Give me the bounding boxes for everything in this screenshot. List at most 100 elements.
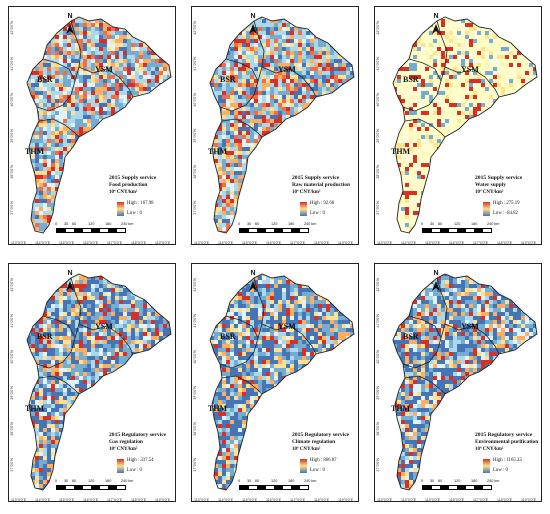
- subregion-boundary: [436, 277, 500, 355]
- latitude-label: 39°0'0"N: [10, 386, 14, 400]
- legend-high-prefix: High :: [493, 458, 507, 463]
- latitude-label: 38°0'0"N: [10, 165, 14, 179]
- longitude-label: 117°0'0"E: [107, 498, 123, 502]
- subregion-boundary: [436, 20, 500, 98]
- legend-low-value: 0: [139, 211, 142, 216]
- subregion-boundary: [70, 20, 134, 98]
- color-ramp: [483, 459, 490, 473]
- subregion-boundary: [404, 375, 446, 395]
- color-ramp: [483, 202, 490, 216]
- map-frame: N BSR YSM THM 42°0'0"N 41°0'0"N 40°0'0"N 39°0'0…: [191, 263, 359, 502]
- latitude-label: 37°0'0"N: [10, 458, 14, 472]
- legend-low-prefix: Low :: [127, 211, 140, 216]
- latitude-label: 41°0'0"N: [193, 57, 197, 71]
- region-label-bsr: BSR: [37, 332, 53, 341]
- longitude-label: 119°0'0"E: [521, 241, 537, 245]
- latitude-label: 37°0'0"N: [193, 458, 197, 472]
- region-label-bsr: BSR: [220, 332, 236, 341]
- longitude-label: 115°0'0"E: [425, 498, 441, 502]
- latitude-label: 40°0'0"N: [10, 93, 14, 107]
- scale-tick: 30: [64, 479, 69, 483]
- scale-tick: 240 km: [487, 222, 500, 226]
- latitude-label: 37°0'0"N: [376, 201, 380, 215]
- subregion-boundary: [221, 375, 263, 395]
- region-label-thm: THM: [208, 404, 228, 413]
- legend-low-value: 0: [322, 211, 325, 216]
- longitude-label: 116°0'0"E: [266, 498, 282, 502]
- scale-tick: 0: [421, 479, 424, 483]
- north-label: N: [433, 13, 439, 20]
- panel-title: 2015 Supply service: [475, 175, 523, 181]
- scale-tick: 120: [88, 479, 95, 483]
- legend-low-value: 0: [139, 468, 142, 473]
- scale-tick: 240 km: [487, 479, 500, 483]
- region-label-bsr: BSR: [403, 75, 419, 84]
- longitude-label: 118°0'0"E: [497, 241, 513, 245]
- longitude-label: 119°0'0"E: [521, 498, 537, 502]
- scale-tick: 60: [255, 479, 260, 483]
- map-panel: N BSR YSM THM 42°0'0"N 41°0'0"N 40°0'0"N 39°0'0…: [185, 259, 363, 509]
- panel-title: 2015 Supply service: [292, 175, 340, 181]
- longitude-label: 113°0'0"E: [194, 498, 210, 502]
- north-label: N: [433, 270, 439, 277]
- map-frame: N BSR YSM THM 42°0'0"N 41°0'0"N 40°0'0"N 39°0'0…: [374, 6, 542, 245]
- scale-bar: 0 30 60 120 180 240 km: [238, 222, 320, 234]
- map-frame: N BSR YSM THM 42°0'0"N 41°0'0"N 40°0'0"N 39°0'0…: [374, 263, 542, 502]
- north-arrow-icon: N: [248, 13, 258, 39]
- subregion-boundary: [38, 118, 80, 138]
- choropleth-map: [392, 273, 538, 491]
- scale-tick: 0: [55, 222, 58, 226]
- latitude-label: 41°0'0"N: [376, 314, 380, 328]
- map-panel: N BSR YSM THM 42°0'0"N 41°0'0"N 40°0'0"N 39°0'0…: [2, 2, 180, 252]
- scale-tick: 120: [271, 222, 278, 226]
- longitude-label: 113°0'0"E: [377, 498, 393, 502]
- scale-tick: 180: [288, 222, 295, 226]
- longitude-label: 116°0'0"E: [83, 241, 99, 245]
- scale-tick: 60: [72, 479, 77, 483]
- latitude-label: 38°0'0"N: [376, 165, 380, 179]
- panel-title: 2015 Regulatory service: [109, 432, 167, 438]
- legend-low-prefix: Low :: [493, 211, 506, 216]
- map-panel: N BSR YSM THM 42°0'0"N 41°0'0"N 40°0'0"N 39°0'0…: [2, 259, 180, 509]
- color-ramp: [117, 202, 124, 216]
- longitude-label: 114°0'0"E: [218, 241, 234, 245]
- longitude-label: 119°0'0"E: [155, 241, 171, 245]
- longitude-label: 119°0'0"E: [155, 498, 171, 502]
- longitude-label: 118°0'0"E: [131, 241, 147, 245]
- choropleth-map: [26, 273, 172, 491]
- subregion-boundary: [219, 58, 259, 112]
- scale-bar: 0 30 60 120 180 240 km: [55, 479, 137, 491]
- region-label-ysm: YSM: [461, 322, 479, 331]
- legend-high-value: 1165.33: [506, 458, 522, 463]
- scale-tick: 180: [105, 479, 112, 483]
- latitude-label: 38°0'0"N: [193, 165, 197, 179]
- region-label-bsr: BSR: [37, 75, 53, 84]
- longitude-label: 115°0'0"E: [59, 241, 75, 245]
- longitude-label: 117°0'0"E: [107, 241, 123, 245]
- scale-tick: 30: [247, 222, 252, 226]
- study-area-boundary: [392, 16, 538, 234]
- legend-low: Low : -84.82: [493, 211, 518, 216]
- panel-subtitle: Environmental purification: [475, 439, 539, 445]
- panel-subtitle: Water supply: [475, 182, 506, 188]
- panel-title: 2015 Regulatory service: [475, 432, 533, 438]
- latitude-label: 41°0'0"N: [376, 57, 380, 71]
- longitude-label: 113°0'0"E: [11, 498, 27, 502]
- legend-low: Low : 0: [127, 468, 142, 473]
- subregion-boundary: [402, 58, 442, 112]
- scale-bar: 0 30 60 120 180 240 km: [55, 222, 137, 234]
- legend-low-prefix: Low :: [310, 468, 323, 473]
- map-frame: N BSR YSM THM 42°0'0"N 41°0'0"N 40°0'0"N 39°0'0…: [191, 6, 359, 245]
- legend-high-value: 866.87: [323, 458, 337, 463]
- scale-bar: 0 30 60 120 180 240 km: [421, 222, 503, 234]
- latitude-label: 41°0'0"N: [10, 57, 14, 71]
- longitude-label: 117°0'0"E: [473, 241, 489, 245]
- scale-tick: 60: [255, 222, 260, 226]
- legend-unit: 10⁴ CNY/km²: [475, 190, 504, 195]
- legend-high-prefix: High :: [310, 201, 324, 206]
- latitude-label: 42°0'0"N: [376, 278, 380, 292]
- legend-low-prefix: Low :: [310, 211, 323, 216]
- legend-unit: 10⁴ CNY/km²: [109, 190, 138, 195]
- longitude-label: 114°0'0"E: [35, 498, 51, 502]
- region-label-bsr: BSR: [403, 332, 419, 341]
